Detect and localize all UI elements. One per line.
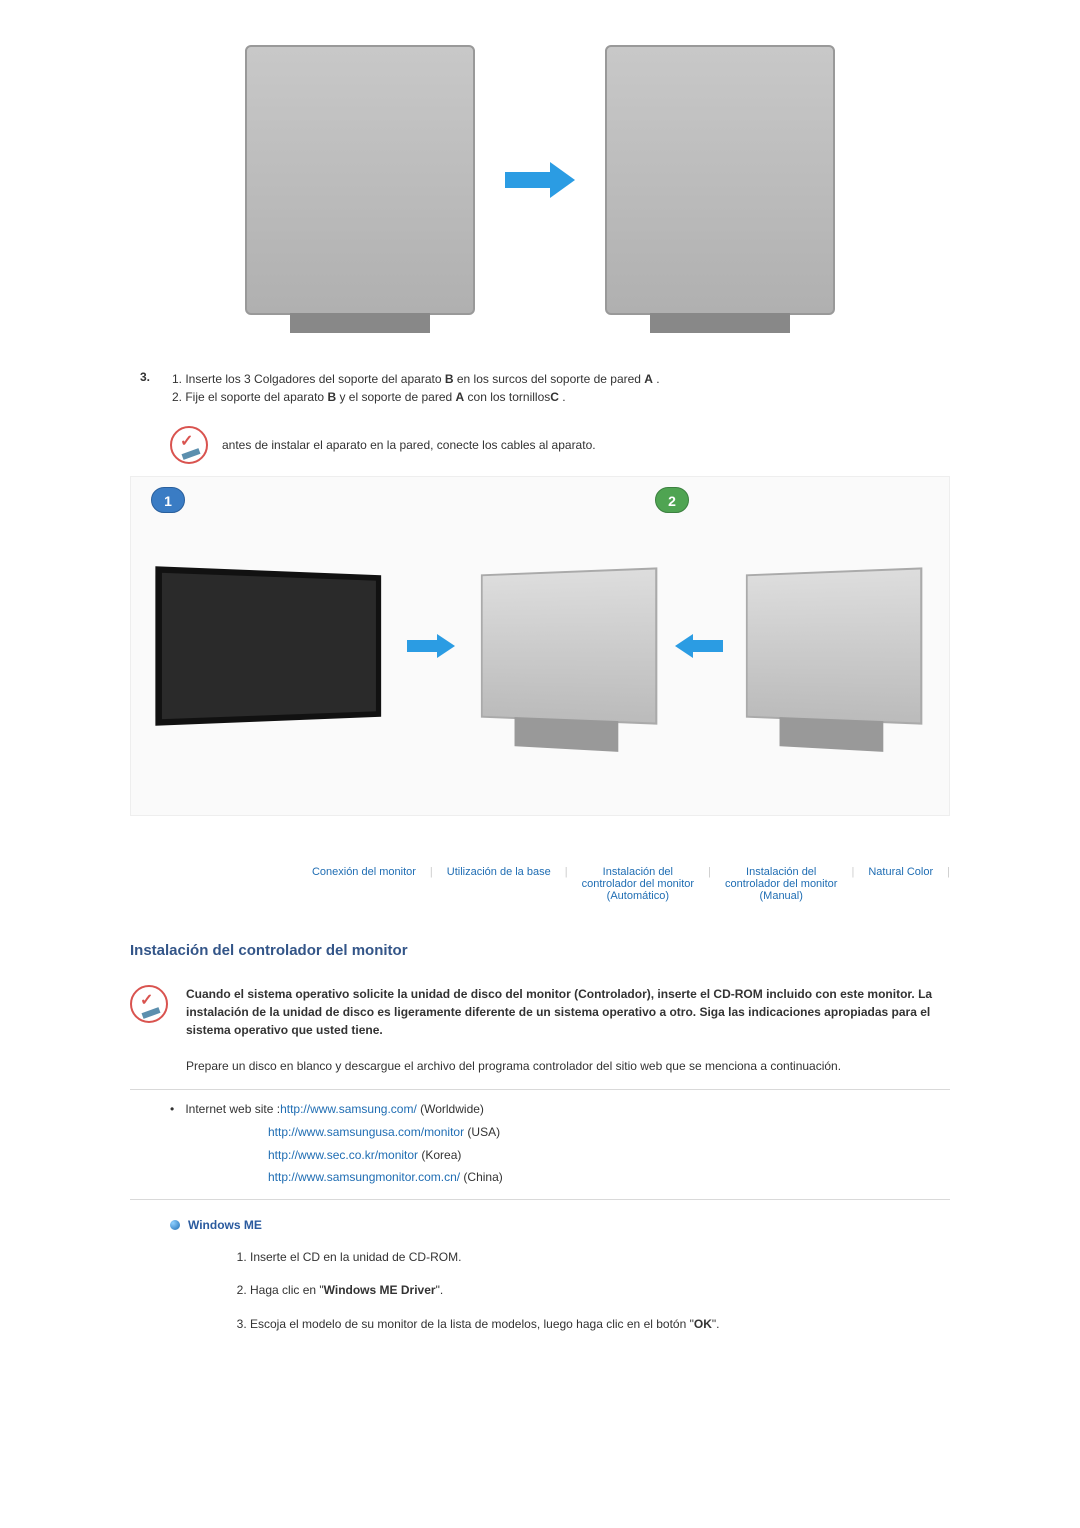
- assembly-diagram: 1 2: [130, 476, 950, 816]
- arrow-right-small-icon: [407, 634, 457, 658]
- nav-conexion[interactable]: Conexión del monitor: [312, 866, 416, 878]
- badge-2: 2: [655, 487, 689, 513]
- nav-sep: |: [851, 866, 854, 878]
- badge-1: 1: [151, 487, 185, 513]
- arrow-left-small-icon: [673, 634, 723, 658]
- tv-front-panel: [155, 566, 381, 726]
- section-nav: Conexión del monitor | Utilización de la…: [130, 856, 950, 932]
- link-usa[interactable]: http://www.samsungusa.com/monitor: [268, 1125, 464, 1139]
- os-step-3: Escoja el modelo de su monitor de la lis…: [250, 1315, 950, 1334]
- nav-driver-auto[interactable]: Instalación del controlador del monitor …: [582, 866, 695, 902]
- link-korea[interactable]: http://www.sec.co.kr/monitor: [268, 1148, 418, 1162]
- links-label: Internet web site :: [185, 1102, 280, 1116]
- note-text: antes de instalar el aparato en la pared…: [222, 438, 596, 452]
- stand-rear-1: [481, 567, 657, 724]
- step-text: 1. Inserte los 3 Colgadores del soporte …: [172, 370, 660, 406]
- os-heading: Windows ME: [170, 1218, 950, 1232]
- nav-natural-color[interactable]: Natural Color: [868, 866, 933, 878]
- section-title: Instalación del controlador del monitor: [130, 942, 950, 959]
- driver-info-text: Cuando el sistema operativo solicite la …: [186, 985, 950, 1075]
- note-icon: [170, 426, 208, 464]
- stand-rear-2: [746, 567, 922, 724]
- nav-sep: |: [708, 866, 711, 878]
- os-steps: Inserte el CD en la unidad de CD-ROM. Ha…: [170, 1248, 950, 1334]
- arrow-right-icon: [505, 160, 575, 200]
- nav-base[interactable]: Utilización de la base: [447, 866, 551, 878]
- monitor-back-left: [245, 45, 475, 315]
- os-step-1: Inserte el CD en la unidad de CD-ROM.: [250, 1248, 950, 1267]
- link-china[interactable]: http://www.samsungmonitor.com.cn/: [268, 1170, 460, 1184]
- nav-sep: |: [565, 866, 568, 878]
- os-step-2: Haga clic en "Windows ME Driver".: [250, 1281, 950, 1300]
- bullet-icon: [170, 1220, 180, 1230]
- nav-sep: |: [430, 866, 433, 878]
- driver-links: • Internet web site :http://www.samsung.…: [130, 1090, 950, 1200]
- step-number: 3.: [140, 370, 160, 406]
- monitor-back-right: [605, 45, 835, 315]
- nav-driver-manual[interactable]: Instalación del controlador del monitor …: [725, 866, 838, 902]
- wall-mount-diagram-top: [130, 20, 950, 340]
- info-icon: [130, 985, 170, 1075]
- link-worldwide[interactable]: http://www.samsung.com/: [280, 1102, 417, 1116]
- nav-sep: |: [947, 866, 950, 878]
